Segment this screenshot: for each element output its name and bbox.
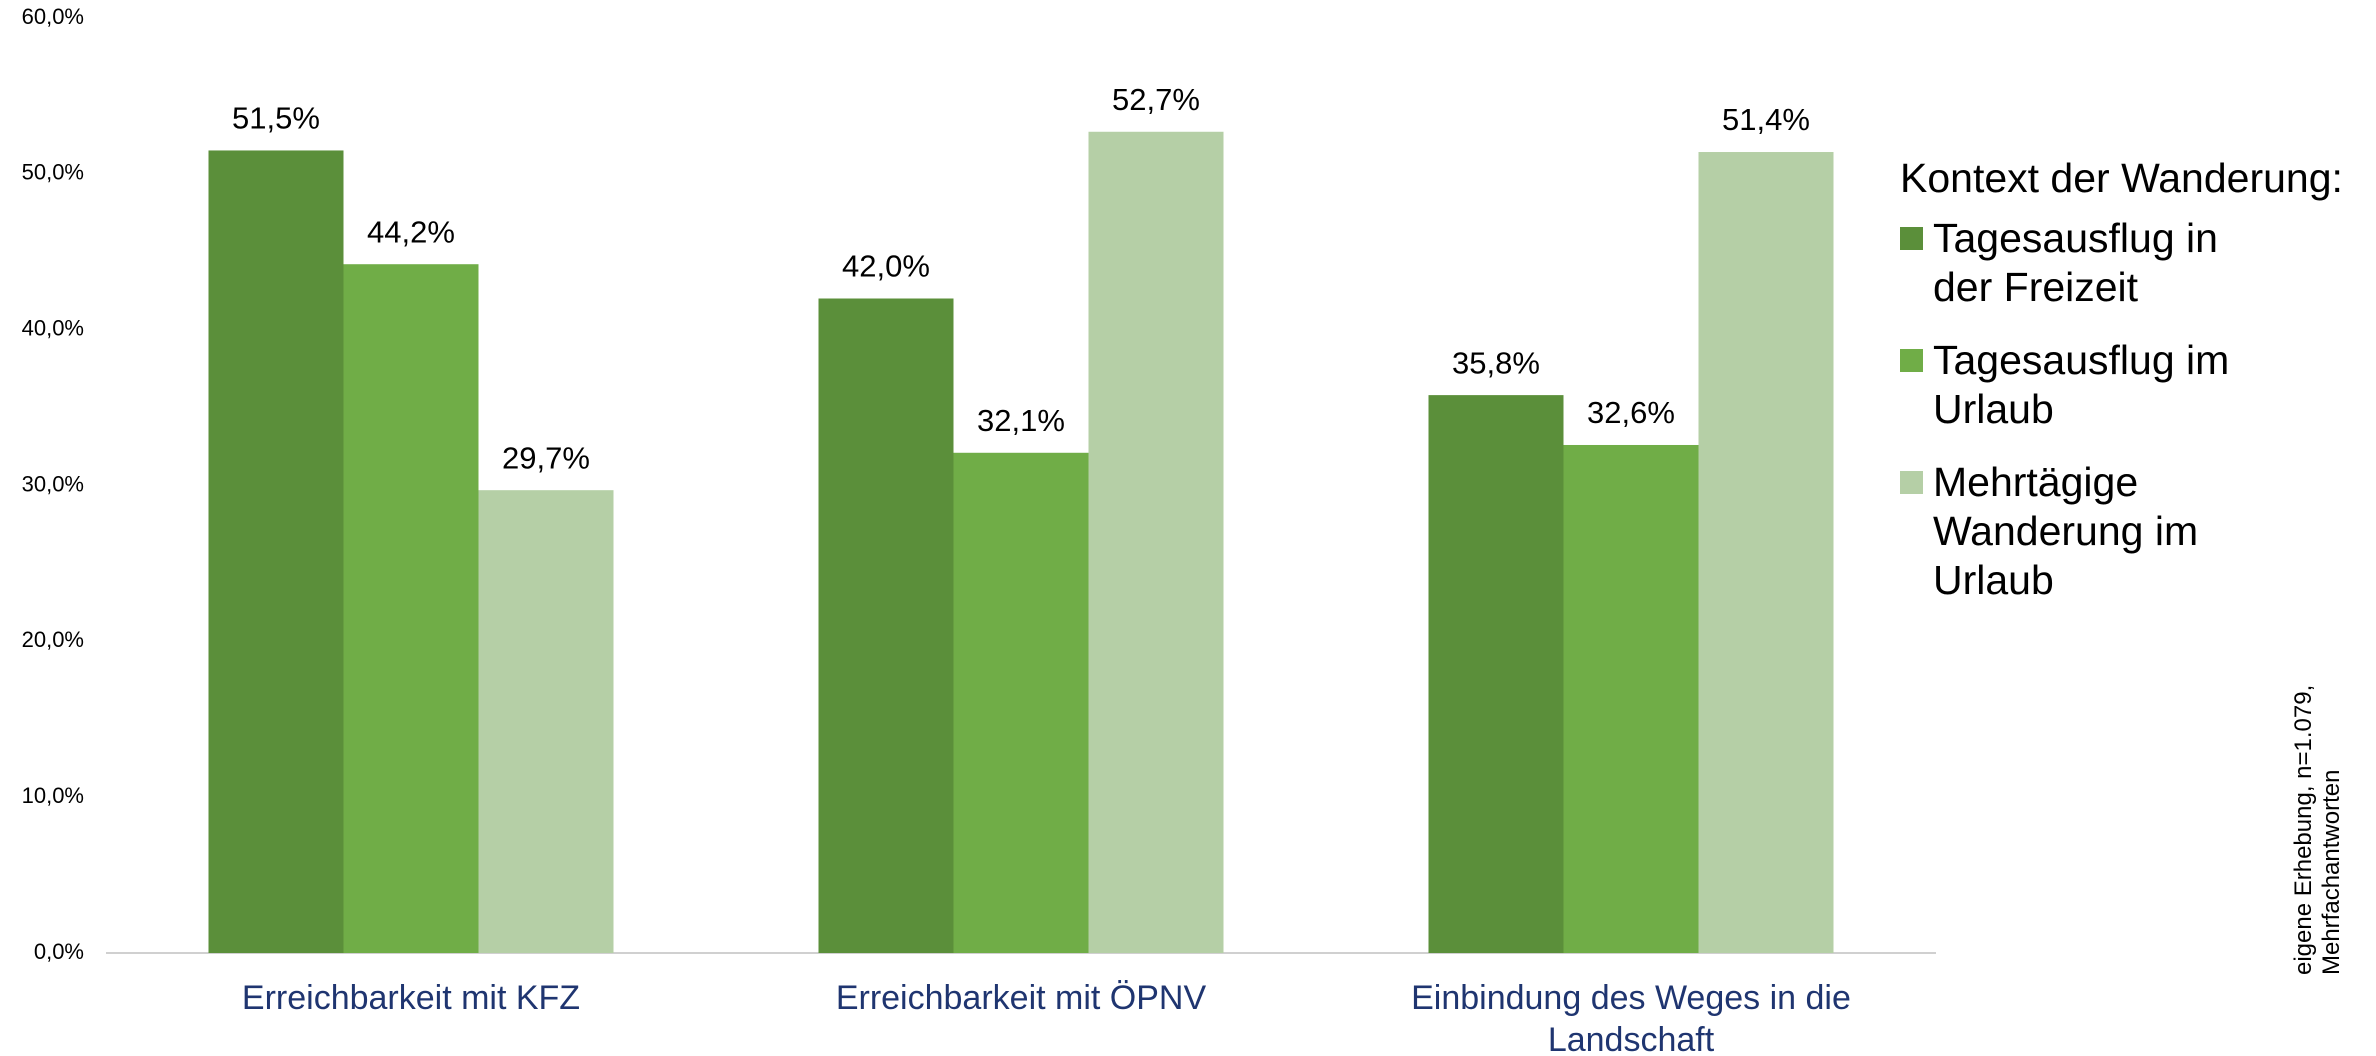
- value-label: 44,2%: [367, 214, 455, 249]
- bar: [1563, 444, 1699, 953]
- value-label: 52,7%: [1112, 82, 1200, 117]
- legend-swatch: [1900, 227, 1923, 250]
- legend-label: Tagesausflug im Urlaub: [1933, 337, 2230, 432]
- bar: [208, 150, 344, 954]
- legend: Kontext der Wanderung: Tagesausflug in d…: [1900, 155, 2376, 629]
- value-label: 51,5%: [232, 101, 320, 136]
- bar: [953, 452, 1089, 953]
- legend-label: Tagesausflug in der Freizeit: [1933, 215, 2218, 310]
- legend-swatch: [1900, 471, 1923, 494]
- value-label: 35,8%: [1452, 345, 1540, 380]
- bar: [1698, 152, 1834, 953]
- y-tick-label: 60,0%: [22, 4, 84, 29]
- value-label: 32,6%: [1587, 395, 1675, 430]
- y-tick-label: 30,0%: [22, 471, 84, 496]
- legend-item: Mehrtägige Wanderung im Urlaub: [1900, 458, 2376, 605]
- y-tick-label: 0,0%: [34, 939, 84, 964]
- legend-swatch: [1900, 349, 1923, 372]
- y-tick-label: 10,0%: [22, 783, 84, 808]
- note: eigene Erhebung, n=1.079, Mehrfachantwor…: [2290, 684, 2345, 975]
- y-tick-label: 50,0%: [22, 160, 84, 185]
- value-label: 29,7%: [502, 440, 590, 475]
- legend-title: Kontext der Wanderung:: [1900, 155, 2343, 201]
- bar: [1088, 131, 1224, 954]
- value-label: 42,0%: [842, 249, 930, 284]
- bar: [478, 490, 614, 953]
- value-label: 32,1%: [977, 403, 1065, 438]
- legend-item: Tagesausflug in der Freizeit: [1900, 214, 2376, 312]
- legend-item: Tagesausflug im Urlaub: [1900, 336, 2376, 434]
- value-label: 51,4%: [1722, 102, 1810, 137]
- legend-label: Mehrtägige Wanderung im Urlaub: [1933, 459, 2199, 603]
- x-tick-label: Erreichbarkeit mit KFZ: [241, 979, 581, 1017]
- y-tick-label: 20,0%: [22, 627, 84, 652]
- bar: [1428, 395, 1564, 953]
- x-tick-label: Einbindung des Weges in die Landschaft: [1411, 979, 1851, 1056]
- bar: [818, 298, 954, 953]
- y-tick-label: 40,0%: [22, 315, 84, 340]
- x-tick-label: Erreichbarkeit mit ÖPNV: [835, 979, 1207, 1017]
- bar: [343, 264, 479, 953]
